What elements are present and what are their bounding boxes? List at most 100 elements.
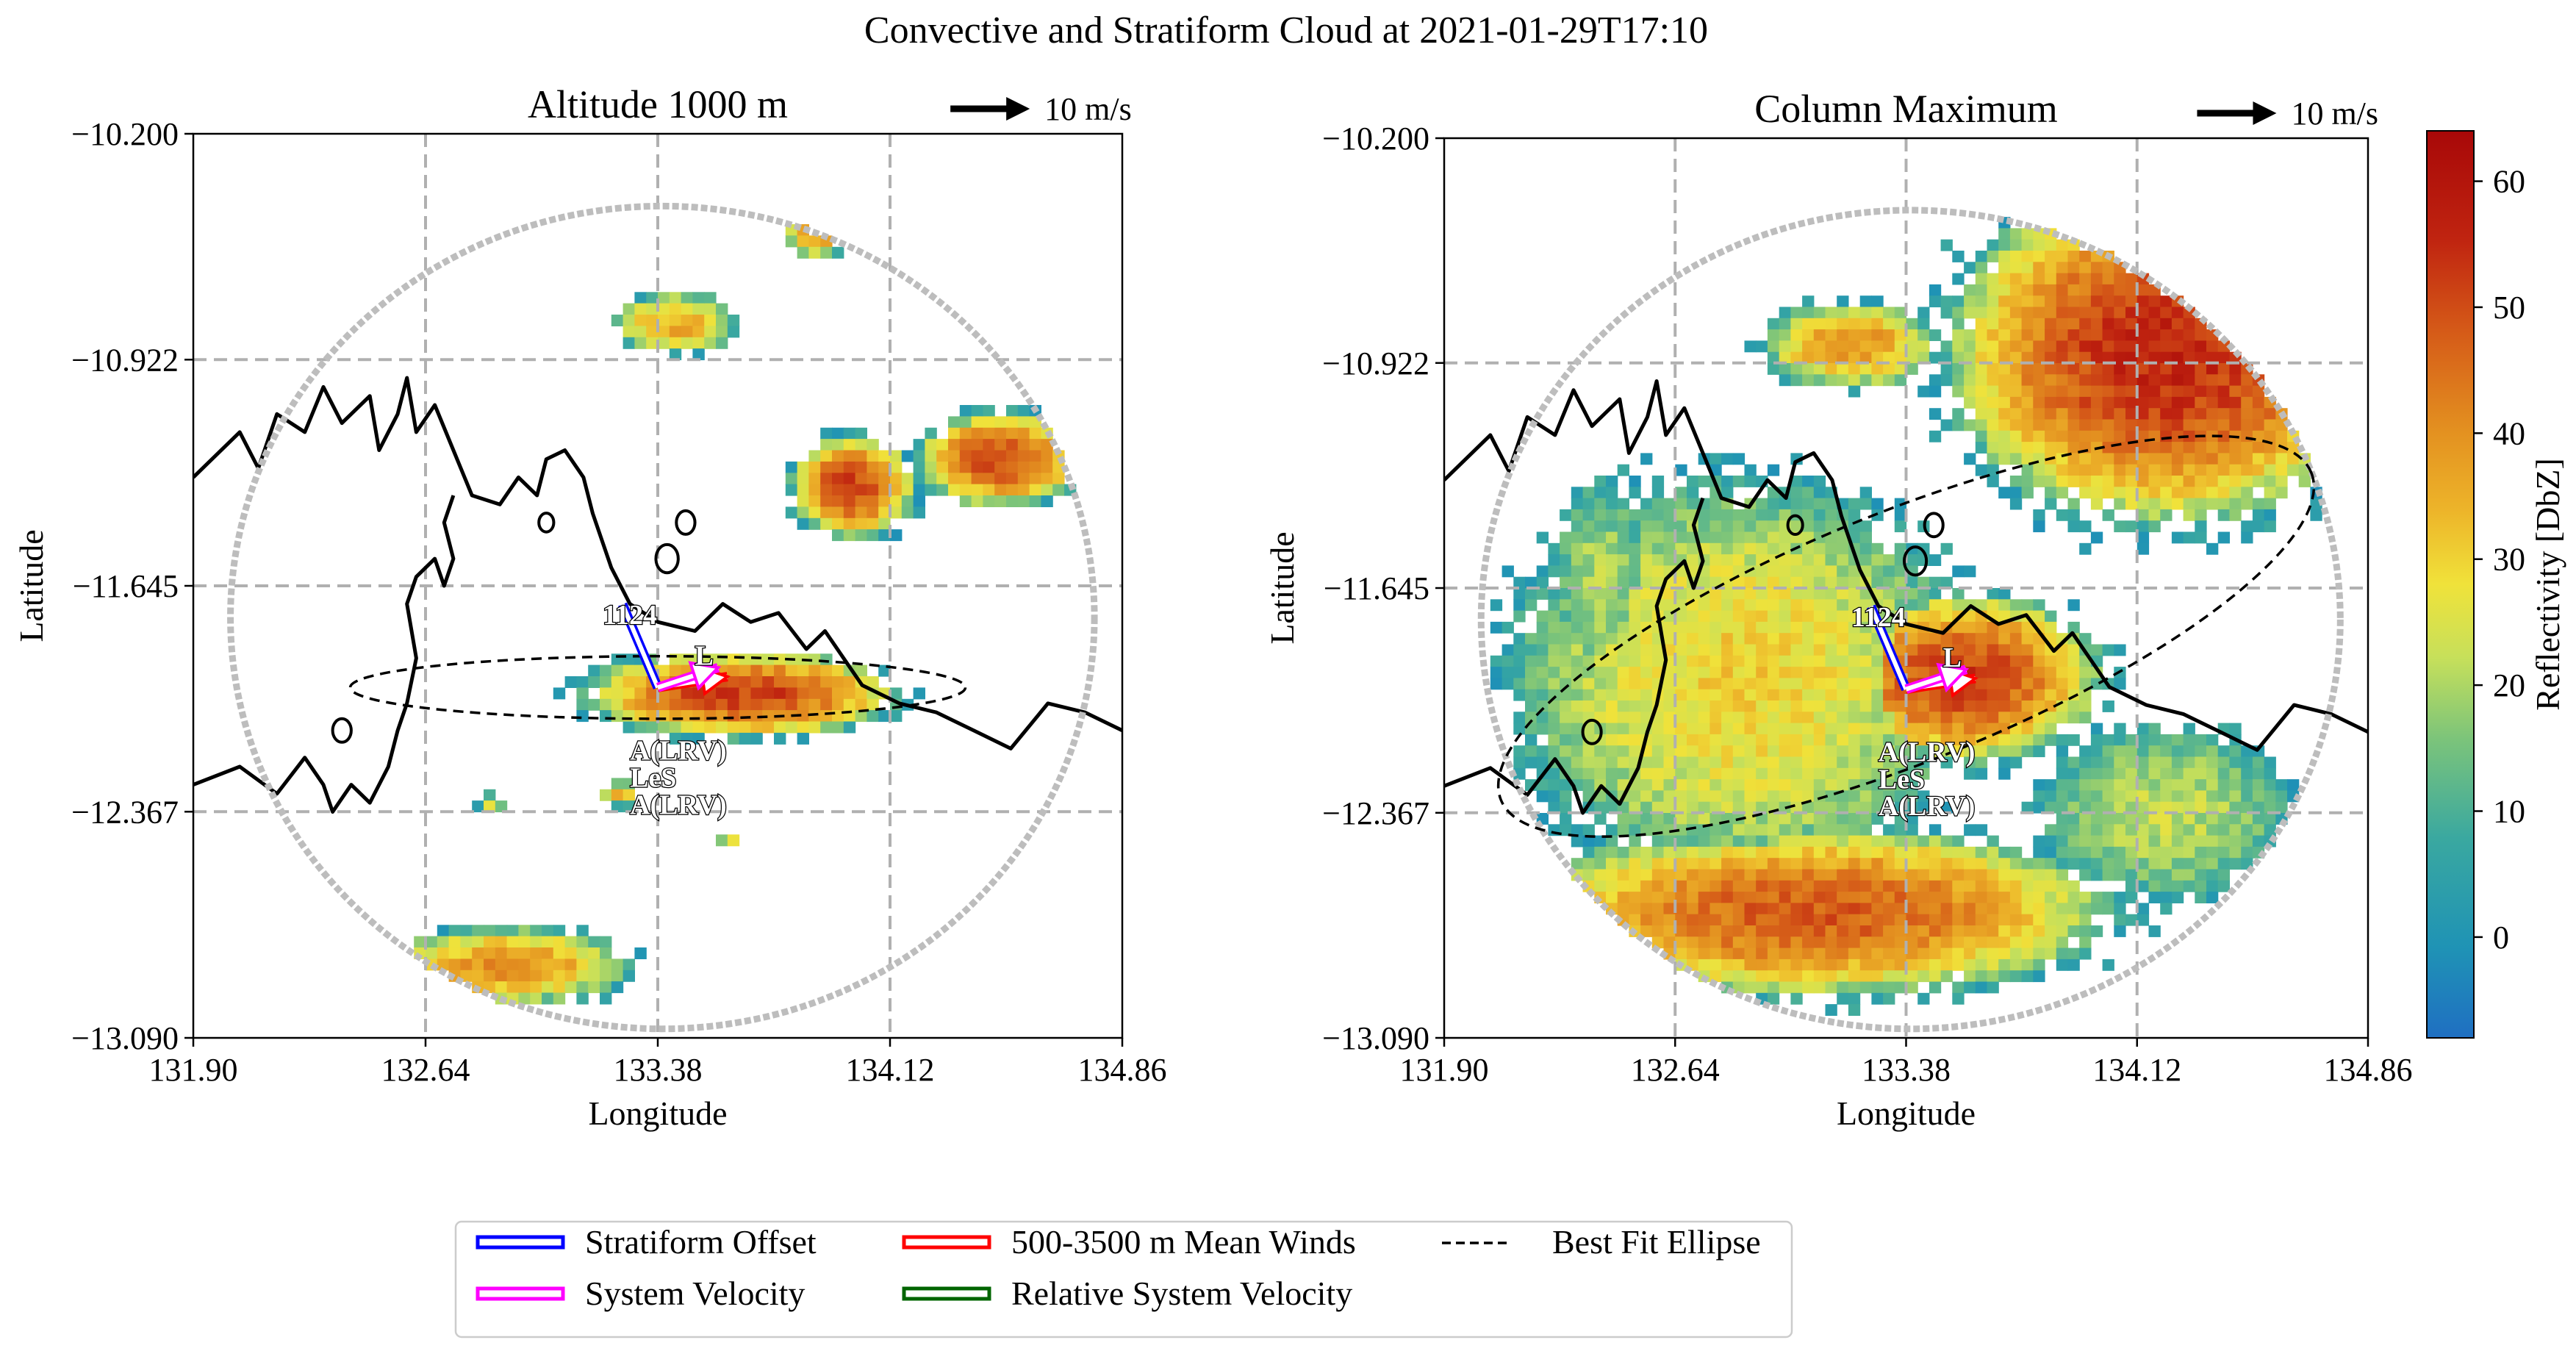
reflectivity-cell bbox=[1756, 903, 1768, 915]
reflectivity-cell bbox=[2009, 498, 2023, 510]
reflectivity-cell bbox=[1606, 476, 1618, 487]
reflectivity-cell bbox=[1779, 925, 1791, 937]
reflectivity-cell bbox=[634, 337, 647, 349]
x-tick-label: 134.86 bbox=[2324, 1052, 2413, 1088]
reflectivity-cell bbox=[1975, 678, 1988, 690]
reflectivity-cell bbox=[1975, 958, 1988, 971]
reflectivity-cell bbox=[1006, 495, 1019, 507]
reflectivity-cell bbox=[959, 484, 972, 496]
reflectivity-cell bbox=[2229, 846, 2242, 859]
reflectivity-cell bbox=[1906, 318, 1918, 330]
reflectivity-cell bbox=[1779, 542, 1791, 555]
reflectivity-cell bbox=[1883, 667, 1895, 678]
reflectivity-cell bbox=[1790, 903, 1803, 915]
reflectivity-cell bbox=[1837, 835, 1849, 847]
reflectivity-cell bbox=[1825, 813, 1837, 825]
reflectivity-cell bbox=[669, 303, 682, 315]
reflectivity-cell bbox=[2079, 700, 2092, 712]
reflectivity-cell bbox=[1779, 767, 1791, 780]
reflectivity-cell bbox=[1629, 599, 1641, 612]
reflectivity-cell bbox=[2067, 813, 2080, 825]
reflectivity-cell bbox=[2148, 745, 2161, 758]
reflectivity-cell bbox=[506, 947, 519, 959]
reflectivity-cell bbox=[669, 664, 682, 677]
reflectivity-cell bbox=[1732, 531, 1746, 544]
reflectivity-cell bbox=[1802, 588, 1815, 600]
reflectivity-cell bbox=[2067, 363, 2080, 375]
reflectivity-cell bbox=[2009, 239, 2023, 251]
reflectivity-cell bbox=[1744, 801, 1757, 814]
reflectivity-cell bbox=[2102, 509, 2114, 521]
reflectivity-cell bbox=[1606, 869, 1618, 881]
reflectivity-cell bbox=[1790, 880, 1803, 892]
reflectivity-cell bbox=[1732, 655, 1746, 667]
reflectivity-cell bbox=[1952, 588, 1965, 600]
reflectivity-cell bbox=[716, 337, 728, 349]
reflectivity-cell bbox=[1859, 914, 1872, 926]
reflectivity-cell bbox=[1548, 678, 1560, 690]
reflectivity-cell bbox=[2102, 464, 2114, 476]
reflectivity-cell bbox=[1813, 723, 1826, 735]
reflectivity-cell bbox=[1617, 723, 1629, 735]
reflectivity-cell bbox=[2183, 745, 2195, 758]
y-tick-label: −10.922 bbox=[1322, 345, 1429, 381]
reflectivity-cell bbox=[1629, 621, 1641, 634]
reflectivity-cell bbox=[472, 958, 484, 971]
reflectivity-cell bbox=[1502, 565, 1514, 578]
reflectivity-cell bbox=[1952, 858, 1965, 870]
reflectivity-cell bbox=[1779, 588, 1791, 600]
reflectivity-cell bbox=[2206, 745, 2219, 758]
reflectivity-cell bbox=[658, 721, 670, 734]
reflectivity-cell bbox=[1651, 520, 1665, 533]
reflectivity-cell bbox=[2114, 790, 2126, 803]
reflectivity-cell bbox=[1952, 914, 1965, 926]
reflectivity-cell bbox=[2067, 925, 2080, 937]
reflectivity-cell bbox=[495, 925, 508, 937]
reflectivity-cell bbox=[2171, 351, 2184, 364]
reflectivity-cell bbox=[1756, 981, 1768, 994]
reflectivity-cell bbox=[2056, 712, 2069, 724]
reflectivity-cell bbox=[2033, 307, 2045, 319]
reflectivity-cell bbox=[1560, 756, 1572, 769]
reflectivity-cell bbox=[1940, 239, 1953, 251]
reflectivity-cell bbox=[553, 958, 566, 971]
reflectivity-cell bbox=[1582, 531, 1595, 544]
reflectivity-cell bbox=[2206, 858, 2219, 870]
reflectivity-cell bbox=[1687, 542, 1699, 555]
reflectivity-cell bbox=[820, 698, 833, 711]
reflectivity-cell bbox=[2033, 712, 2045, 724]
reflectivity-cell bbox=[2067, 947, 2080, 960]
reflectivity-cell bbox=[1998, 958, 2011, 971]
reflectivity-cell bbox=[1790, 621, 1803, 634]
reflectivity-cell bbox=[1894, 858, 1907, 870]
reflectivity-cell bbox=[2206, 498, 2219, 510]
reflectivity-cell bbox=[2102, 307, 2114, 319]
reflectivity-cell bbox=[1756, 756, 1768, 769]
reflectivity-cell bbox=[1894, 576, 1907, 589]
reflectivity-cell bbox=[1987, 914, 1999, 926]
reflectivity-cell bbox=[2114, 734, 2126, 746]
reflectivity-cell bbox=[1779, 970, 1791, 983]
reflectivity-cell bbox=[1687, 869, 1699, 881]
reflectivity-cell bbox=[1929, 981, 1942, 994]
reflectivity-cell bbox=[808, 495, 821, 507]
reflectivity-cell bbox=[460, 925, 473, 937]
reflectivity-cell bbox=[1513, 633, 1526, 645]
reflectivity-cell bbox=[1721, 487, 1734, 499]
reflectivity-cell bbox=[2183, 734, 2195, 746]
reflectivity-cell bbox=[1813, 576, 1826, 589]
reflectivity-cell bbox=[1837, 542, 1849, 555]
reflectivity-cell bbox=[913, 461, 925, 473]
annotation-label: A(LRV) bbox=[630, 790, 727, 821]
reflectivity-cell bbox=[2067, 914, 2080, 926]
reflectivity-cell bbox=[2067, 903, 2080, 915]
reflectivity-cell bbox=[1790, 858, 1803, 870]
reflectivity-cell bbox=[1837, 992, 1849, 1005]
reflectivity-cell bbox=[2033, 678, 2045, 690]
grid-lines bbox=[193, 134, 1122, 1038]
reflectivity-cell bbox=[2079, 858, 2092, 870]
reflectivity-cell bbox=[1687, 588, 1699, 600]
reflectivity-cell bbox=[1825, 723, 1837, 735]
reflectivity-cell bbox=[1744, 542, 1757, 555]
reflectivity-cell bbox=[2067, 678, 2080, 690]
